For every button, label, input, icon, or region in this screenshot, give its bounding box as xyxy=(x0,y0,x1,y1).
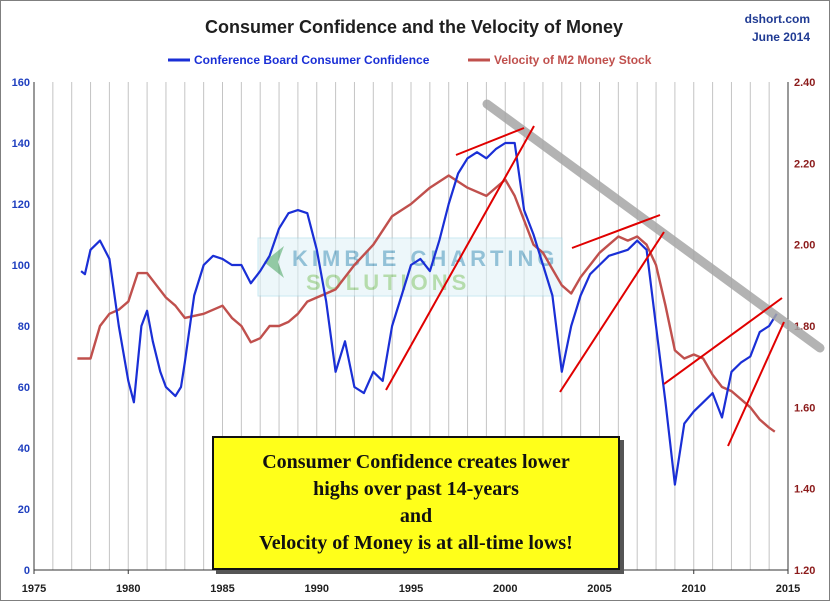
right-tick-label: 1.40 xyxy=(794,484,815,496)
left-tick-label: 140 xyxy=(12,138,30,150)
callout-line-4: Velocity of Money is at all-time lows! xyxy=(259,532,573,554)
x-tick-label: 1985 xyxy=(210,583,234,595)
callout-line-2: highs over past 14-years xyxy=(313,478,519,500)
x-tick-label: 2005 xyxy=(587,583,611,595)
right-tick-label: 1.60 xyxy=(794,402,815,414)
x-tick-label: 1980 xyxy=(116,583,140,595)
trendline-top-2014 xyxy=(663,297,783,385)
trendline-top-2000 xyxy=(455,127,525,156)
left-tick-label: 40 xyxy=(18,443,30,455)
right-tick-label: 1.20 xyxy=(794,565,815,577)
right-tick-label: 2.00 xyxy=(794,240,815,252)
x-tick-label: 2015 xyxy=(776,583,800,595)
right-tick-label: 2.20 xyxy=(794,158,815,170)
legend-label-velocity: Velocity of M2 Money Stock xyxy=(494,53,652,67)
left-tick-label: 0 xyxy=(24,565,30,577)
trendline-top-2007 xyxy=(571,214,661,249)
left-tick-label: 60 xyxy=(18,382,30,394)
series-layer xyxy=(77,141,778,486)
annotations xyxy=(385,99,825,447)
legend-label-confidence: Conference Board Consumer Confidence xyxy=(194,53,430,67)
callout-line-1: Consumer Confidence creates lower xyxy=(262,451,570,473)
left-tick-label: 20 xyxy=(18,504,30,516)
right-tick-label: 2.40 xyxy=(794,77,815,89)
series-line-consumer-confidence xyxy=(80,141,778,486)
left-tick-label: 120 xyxy=(12,199,30,211)
source-label: dshort.com xyxy=(745,12,810,26)
watermark-logo-icon xyxy=(264,246,284,278)
chart-title: Consumer Confidence and the Velocity of … xyxy=(205,17,623,37)
series-line-m2-velocity xyxy=(77,174,776,433)
x-tick-label: 1975 xyxy=(22,583,46,595)
callout-box: Consumer Confidence creates lower highs … xyxy=(212,436,620,570)
x-tick-label: 2010 xyxy=(682,583,706,595)
legend: Conference Board Consumer Confidence Vel… xyxy=(168,53,652,67)
watermark-line1: KIMBLE CHARTING xyxy=(292,246,559,271)
left-tick-label: 100 xyxy=(12,260,30,272)
x-tick-label: 1995 xyxy=(399,583,423,595)
trendline-rise-2000s xyxy=(559,231,665,393)
callout-line-3: and xyxy=(399,505,433,527)
left-tick-label: 80 xyxy=(18,321,30,333)
trendline-rise-2010s xyxy=(727,321,785,447)
x-tick-label: 2000 xyxy=(493,583,517,595)
tick-labels: 1975 1980 1985 1990 1995 2000 2005 2010 2015 0 20 4… xyxy=(12,77,816,595)
trendline-rise-1990s xyxy=(385,125,535,391)
x-tick-label: 1990 xyxy=(305,583,329,595)
date-label: June 2014 xyxy=(752,30,810,44)
long-term-downtrend-line xyxy=(482,99,825,353)
left-tick-label: 160 xyxy=(12,77,30,89)
